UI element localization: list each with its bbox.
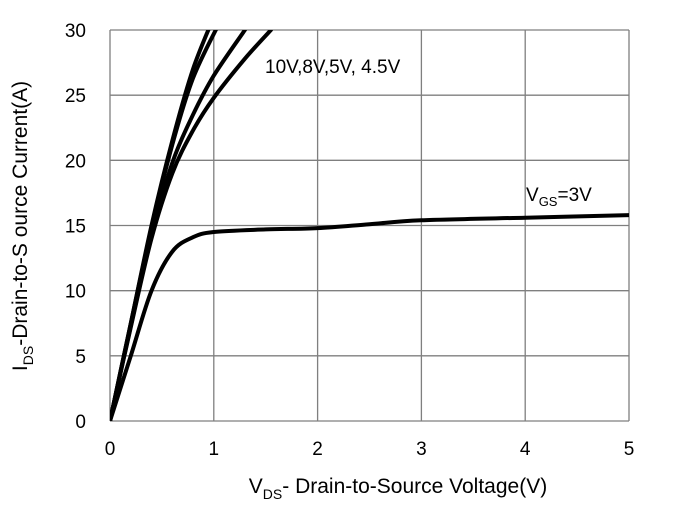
x-tick-label: 4 — [520, 439, 531, 460]
x-tick-label: 5 — [624, 439, 635, 460]
annotation-vgs-value: =3V — [557, 185, 592, 206]
y-tick-label: 5 — [75, 347, 86, 368]
series-line-vgs-10V — [110, 30, 211, 421]
annotation-high-vgs: 10V,8V,5V, 4.5V — [265, 57, 401, 78]
y-axis-title-prefix: I — [9, 365, 32, 371]
x-axis-title: VDS- Drain-to-Source Voltage(V) — [249, 475, 547, 502]
annotation-vgs-prefix: V — [526, 185, 539, 206]
x-tick-label: 3 — [416, 439, 427, 460]
y-axis-title-rest: -Drain-to-S ource Current(A) — [9, 81, 32, 346]
data-series — [110, 30, 629, 421]
y-tick-label: 30 — [65, 21, 86, 42]
series-line-vgs-8V — [110, 30, 219, 421]
x-axis-title-rest: - Drain-to-Source Voltage(V) — [282, 475, 547, 498]
grid-lines — [109, 29, 630, 422]
y-tick-label: 0 — [75, 412, 86, 433]
series-line-vgs-3V — [110, 213, 629, 421]
annotation-vgs-3v: VGS=3V — [526, 185, 592, 209]
x-axis-title-prefix: V — [249, 475, 263, 498]
y-axis-title: IDS-Drain-to-S ource Current(A) — [9, 81, 36, 371]
annotation-vgs-subscript: GS — [539, 194, 558, 209]
y-tick-label: 20 — [65, 151, 86, 172]
x-tick-label: 0 — [105, 439, 116, 460]
axis-tick-labels: 0 1 2 3 4 5 0 5 10 15 20 25 30 — [65, 21, 634, 460]
y-tick-label: 10 — [65, 282, 86, 303]
x-axis-title-subscript: DS — [263, 486, 282, 502]
y-tick-label: 25 — [65, 86, 86, 107]
series-line-vgs-4_5V — [110, 30, 273, 421]
y-axis-title-subscript: DS — [20, 346, 36, 365]
x-tick-label: 1 — [209, 439, 220, 460]
y-tick-label: 15 — [65, 217, 86, 238]
x-tick-label: 2 — [312, 439, 323, 460]
